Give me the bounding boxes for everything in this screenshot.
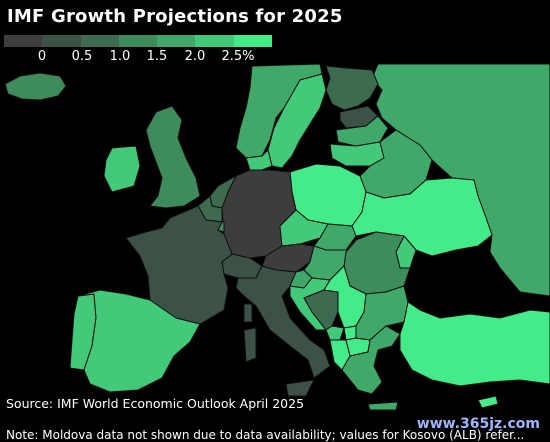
legend-tick-3: 1.5 bbox=[146, 49, 168, 64]
legend-swatch-3 bbox=[118, 35, 158, 47]
country-ukraine[interactable]: Ukraine bbox=[351, 177, 493, 257]
legend-tick-4: 2.0 bbox=[184, 49, 206, 64]
color-legend bbox=[4, 35, 272, 47]
country-cyprus[interactable]: Cyprus bbox=[477, 395, 499, 409]
country-france-corsica[interactable]: France bbox=[243, 303, 253, 323]
legend-tick-5: 2.5% bbox=[221, 49, 255, 64]
country-italy-sardinia[interactable]: Italy bbox=[243, 327, 257, 363]
legend-tick-2: 1.0 bbox=[109, 49, 131, 64]
legend-swatch-1 bbox=[42, 35, 81, 47]
country-turkey[interactable]: Turkey bbox=[399, 301, 550, 387]
chart-title: IMF Growth Projections for 2025 bbox=[7, 6, 343, 27]
country-denmark[interactable]: Denmark bbox=[245, 149, 273, 171]
country-greece-crete[interactable]: Greece bbox=[367, 401, 399, 411]
watermark: www.365jz.com bbox=[416, 416, 540, 432]
country-spain[interactable]: Spain bbox=[77, 289, 201, 393]
country-france[interactable]: France bbox=[125, 205, 233, 325]
country-finland[interactable]: Finland bbox=[325, 65, 379, 111]
source-note: Source: IMF World Economic Outlook April… bbox=[6, 396, 305, 411]
legend-swatch-4 bbox=[157, 35, 196, 47]
country-italy-sicily[interactable]: Italy bbox=[285, 379, 315, 397]
legend-tick-1: 0.5 bbox=[71, 49, 93, 64]
europe-map: Iceland Russia Finland Norway Sweden Est… bbox=[0, 64, 550, 414]
legend-swatch-6 bbox=[233, 35, 272, 47]
country-ireland[interactable]: Ireland bbox=[103, 145, 141, 193]
country-latvia[interactable]: Latvia bbox=[335, 115, 389, 147]
country-greece[interactable]: Greece bbox=[341, 325, 401, 395]
legend-swatch-2 bbox=[80, 35, 119, 47]
country-italy[interactable]: Italy bbox=[235, 265, 331, 379]
legend-tick-labels: 0 0.5 1.0 1.5 2.0 2.5% bbox=[4, 49, 272, 65]
legend-tick-0: 0 bbox=[37, 49, 47, 64]
footnote: Note: Moldova data not shown due to data… bbox=[6, 428, 525, 442]
legend-swatch-5 bbox=[195, 35, 234, 47]
country-uk[interactable]: United Kingdom bbox=[145, 105, 201, 209]
country-sweden[interactable]: Sweden bbox=[267, 73, 327, 169]
country-montenegro[interactable]: Montenegro bbox=[325, 325, 345, 341]
country-iceland[interactable]: Iceland bbox=[4, 72, 67, 101]
legend-swatch-0 bbox=[4, 35, 43, 47]
